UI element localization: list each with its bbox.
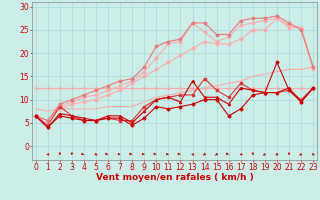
- X-axis label: Vent moyen/en rafales ( km/h ): Vent moyen/en rafales ( km/h ): [96, 173, 253, 182]
